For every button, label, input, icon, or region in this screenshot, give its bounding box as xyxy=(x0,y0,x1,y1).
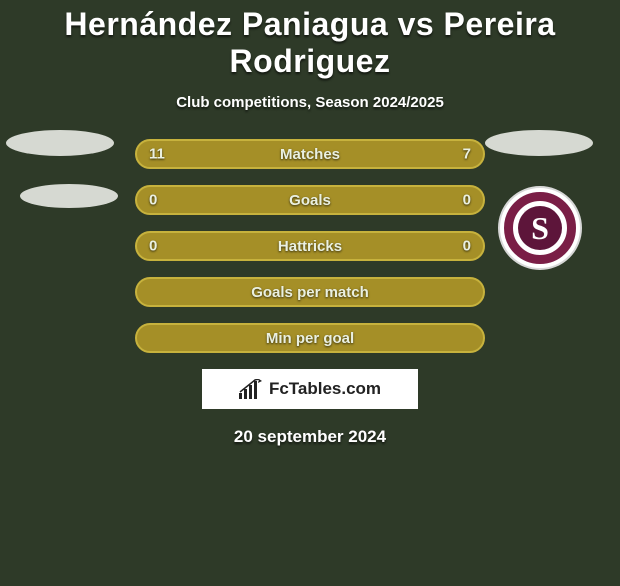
bar-chart-icon xyxy=(239,379,263,399)
stat-right-value: 7 xyxy=(463,146,471,163)
stats-container: 11 Matches 7 0 Goals 0 0 Hattricks 0 Goa… xyxy=(135,139,485,353)
stat-row-matches: 11 Matches 7 xyxy=(135,139,485,169)
footer-date: 20 september 2024 xyxy=(0,427,620,447)
page-title: Hernández Paniagua vs Pereira Rodriguez xyxy=(0,6,620,80)
stat-label: Goals xyxy=(289,192,331,209)
team-left-placeholder xyxy=(6,130,114,156)
page-subtitle: Club competitions, Season 2024/2025 xyxy=(0,94,620,111)
stat-right-value: 0 xyxy=(463,192,471,209)
stat-left-value: 0 xyxy=(149,238,157,255)
stat-label: Hattricks xyxy=(278,238,342,255)
team-right-badge: DEPORTIVO SAPRISSA S xyxy=(498,186,582,270)
stat-right-value: 0 xyxy=(463,238,471,255)
brand-text: FcTables.com xyxy=(269,379,381,399)
brand-box[interactable]: FcTables.com xyxy=(202,369,418,409)
team-right-placeholder xyxy=(485,130,593,156)
stat-label: Goals per match xyxy=(251,284,369,301)
stat-label: Min per goal xyxy=(266,330,354,347)
stat-row-min-per-goal: Min per goal xyxy=(135,323,485,353)
stat-left-value: 0 xyxy=(149,192,157,209)
stat-row-hattricks: 0 Hattricks 0 xyxy=(135,231,485,261)
badge-letter: S xyxy=(531,210,549,247)
team-left-placeholder-2 xyxy=(20,184,118,208)
stat-label: Matches xyxy=(280,146,340,163)
stat-row-goals-per-match: Goals per match xyxy=(135,277,485,307)
stat-row-goals: 0 Goals 0 xyxy=(135,185,485,215)
stat-left-value: 11 xyxy=(149,146,165,163)
